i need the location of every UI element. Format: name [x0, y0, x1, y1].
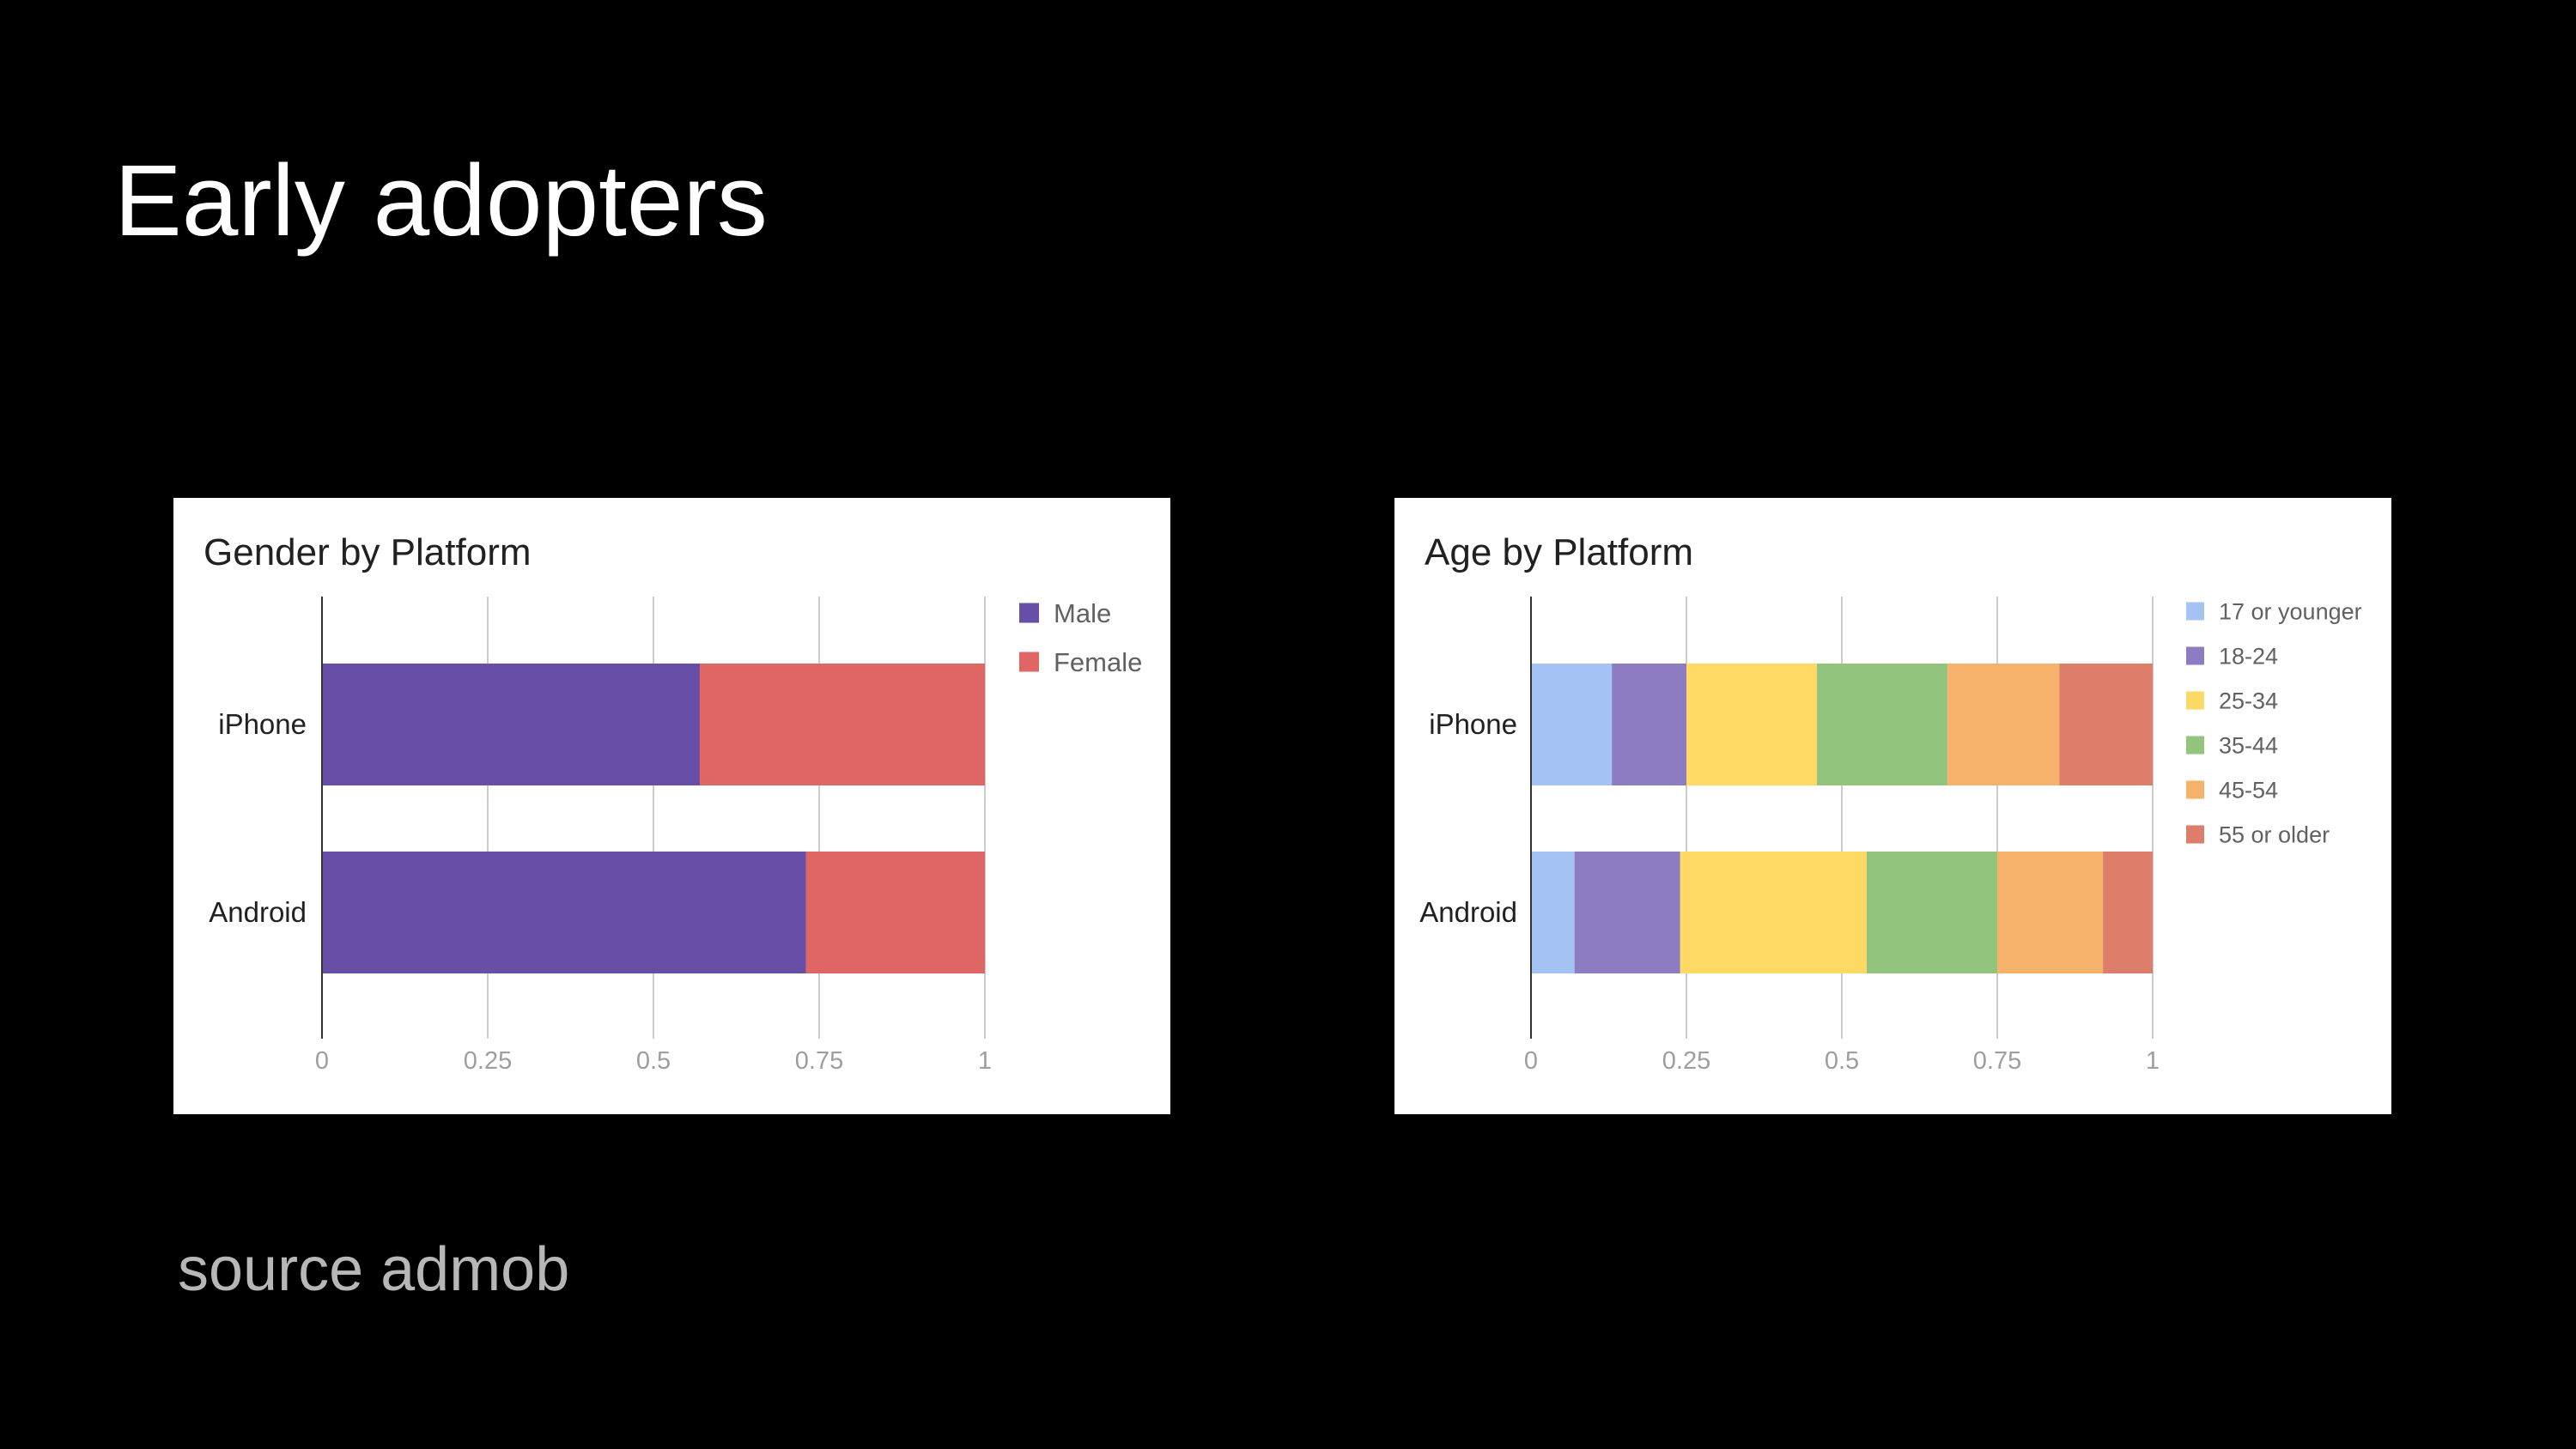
bar-iphone-18-24 — [1612, 664, 1686, 785]
slide-title: Early adopters — [114, 144, 768, 258]
x-tick-label: 0.5 — [1825, 1047, 1859, 1075]
age-chart-panel: Age by Platform 0 0.25 0.5 0.75 1 iPhone Androi… — [1394, 498, 2391, 1114]
legend-swatch — [2186, 825, 2204, 844]
x-tick-label: 0.5 — [636, 1047, 671, 1075]
bar-android-17-or-younger — [1531, 852, 1575, 973]
x-tick-label: 1 — [2146, 1047, 2160, 1075]
x-tick-label: 0 — [315, 1047, 329, 1075]
bar-android-55-or-older — [2103, 852, 2153, 973]
bar-iphone-45-54 — [1947, 664, 2060, 785]
category-label: iPhone — [218, 708, 307, 740]
source-footnote: source admob — [178, 1235, 570, 1304]
bar-android-female — [805, 852, 985, 973]
x-tick-label: 0 — [1524, 1047, 1538, 1075]
category-label: Android — [209, 896, 307, 928]
legend-label-male: Male — [1054, 598, 1111, 628]
bar-android-35-44 — [1866, 852, 1997, 973]
legend-swatch — [2186, 736, 2204, 755]
bar-iphone-male — [322, 664, 701, 785]
legend-swatch — [2186, 691, 2204, 710]
x-tick-label: 0.25 — [464, 1047, 512, 1075]
x-tick-label: 0.25 — [1662, 1047, 1710, 1075]
legend-label-35-44: 35-44 — [2219, 733, 2278, 759]
legend-swatch — [1019, 603, 1039, 623]
legend-swatch — [2186, 646, 2204, 665]
legend-label-17-or-younger: 17 or younger — [2219, 599, 2362, 625]
legend-label-25-34: 25-34 — [2219, 688, 2278, 714]
x-tick-label: 1 — [978, 1047, 992, 1075]
bar-android-25-34 — [1680, 852, 1867, 973]
bar-android-45-54 — [1997, 852, 2104, 973]
bar-android-18-24 — [1574, 852, 1680, 973]
x-tick-label: 0.75 — [795, 1047, 843, 1075]
bar-iphone-35-44 — [1817, 664, 1948, 785]
legend-label-45-54: 45-54 — [2219, 778, 2278, 803]
bar-iphone-female — [700, 664, 985, 785]
category-label: iPhone — [1429, 708, 1517, 740]
legend-label-55-or-older: 55 or older — [2219, 822, 2330, 848]
bar-iphone-25-34 — [1686, 664, 1818, 785]
chart-title: Age by Platform — [1425, 531, 1693, 573]
gender-chart: Gender by Platform 0 0.25 0.5 0.75 1 iPhone And… — [204, 531, 1142, 1075]
x-tick-label: 0.75 — [1973, 1047, 2021, 1075]
legend-swatch — [2186, 780, 2204, 799]
legend-label-18-24: 18-24 — [2219, 644, 2278, 670]
legend-label-female: Female — [1054, 647, 1142, 677]
category-label: Android — [1419, 896, 1517, 928]
bar-iphone-17-or-younger — [1531, 664, 1613, 785]
gender-chart-panel: Gender by Platform 0 0.25 0.5 0.75 1 iPhone And… — [173, 498, 1170, 1114]
chart-title: Gender by Platform — [204, 531, 532, 573]
bar-android-male — [322, 852, 806, 973]
age-chart: Age by Platform 0 0.25 0.5 0.75 1 iPhone Androi… — [1419, 531, 2362, 1075]
bar-iphone-55-or-older — [2059, 664, 2153, 785]
legend-swatch — [2186, 602, 2204, 621]
legend-swatch — [1019, 652, 1039, 672]
